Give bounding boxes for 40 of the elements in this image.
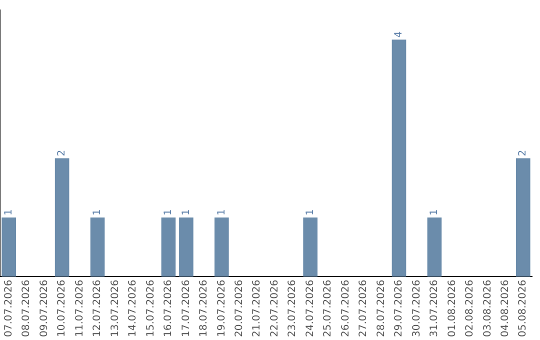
x-tick-label: 29.07.2026 <box>394 280 405 338</box>
x-tick-label: 26.07.2026 <box>340 280 352 338</box>
x-tick-label: 28.07.2026 <box>376 280 387 338</box>
x-tick-label: 20.07.2026 <box>234 280 245 338</box>
x-tick-label: 09.07.2026 <box>38 280 50 338</box>
x-tick-label: 03.08.2026 <box>482 280 494 338</box>
x-tick-label: 19.07.2026 <box>216 280 228 338</box>
x-tick-label: 24.07.2026 <box>304 280 316 338</box>
x-tick-label: 21.07.2026 <box>252 280 263 338</box>
x-tick-label: 05.08.2026 <box>518 280 529 338</box>
x-tick-label: 31.07.2026 <box>429 280 440 338</box>
x-tick-label: 02.08.2026 <box>464 280 476 338</box>
x-tick-label: 25.07.2026 <box>322 280 334 338</box>
x-tick-label: 08.07.2026 <box>21 280 32 338</box>
x-tick-label: 17.07.2026 <box>180 280 192 338</box>
x-tick-label: 10.07.2026 <box>56 280 68 338</box>
data-label: 1 <box>304 209 316 216</box>
data-label: 2 <box>56 150 68 156</box>
x-tick-label: 13.07.2026 <box>110 280 121 338</box>
x-tick-label: 14.07.2026 <box>128 280 139 338</box>
x-tick-label: 12.07.2026 <box>92 280 104 338</box>
x-tick-label: 16.07.2026 <box>163 280 174 338</box>
x-tick-label: 23.07.2026 <box>287 280 298 338</box>
data-label: 1 <box>92 209 104 216</box>
x-tick-label: 27.07.2026 <box>358 280 370 338</box>
x-tick-label: 07.07.2026 <box>3 280 14 338</box>
data-label: 4 <box>394 31 405 38</box>
data-label: 2 <box>518 150 529 156</box>
x-tick-label: 11.07.2026 <box>74 280 86 338</box>
data-label: 1 <box>216 209 228 216</box>
data-label: 1 <box>163 209 174 216</box>
x-tick-label: 18.07.2026 <box>198 280 210 338</box>
data-label: 1 <box>429 209 440 216</box>
data-label: 1 <box>180 209 192 216</box>
x-tick-label: 22.07.2026 <box>269 280 280 338</box>
x-tick-label: 04.08.2026 <box>500 280 511 338</box>
x-tick-label: 01.08.2026 <box>446 280 458 338</box>
x-tick-label: 30.07.2026 <box>411 280 422 338</box>
data-label: 1 <box>3 209 14 216</box>
x-tick-label: 15.07.2026 <box>145 280 156 338</box>
